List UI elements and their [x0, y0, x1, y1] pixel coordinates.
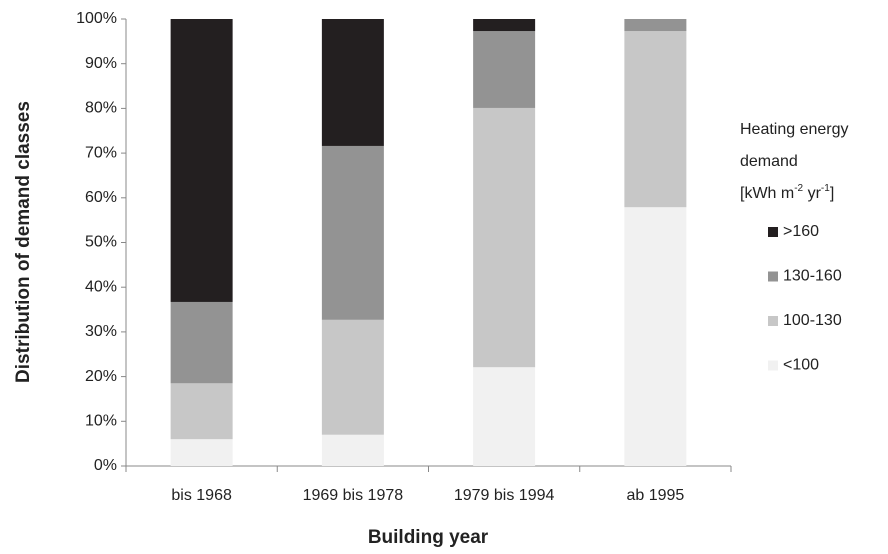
- legend-title: demand: [740, 153, 798, 170]
- legend-label: 130-160: [783, 268, 842, 285]
- bar-segment: [170, 19, 233, 302]
- legend-title-part: -1: [821, 183, 830, 194]
- legend-label: 100-130: [783, 312, 842, 329]
- bar-segment: [321, 145, 384, 320]
- y-tick-label: 70%: [85, 144, 117, 161]
- bar-segment: [624, 207, 687, 466]
- legend-swatch: [768, 360, 778, 371]
- legend-title-unit: [kWh m-2 yr-1]: [740, 183, 834, 203]
- bar-segment: [170, 301, 233, 384]
- bar-segment: [624, 31, 687, 208]
- y-tick-label: 10%: [85, 413, 117, 430]
- x-tick-label: bis 1968: [171, 487, 232, 504]
- x-axis-title: Building year: [368, 527, 489, 548]
- legend-title-part: -2: [794, 183, 803, 194]
- y-tick-label: 40%: [85, 278, 117, 295]
- y-tick-label: 60%: [85, 189, 117, 206]
- y-axis-title: Distribution of demand classes: [13, 101, 34, 383]
- bar-segment: [473, 19, 536, 32]
- legend-swatch: [768, 316, 778, 326]
- bar-segment: [321, 434, 384, 466]
- bar-segment: [473, 31, 536, 108]
- y-tick-label: 30%: [85, 323, 117, 340]
- bar-segment: [473, 107, 536, 368]
- legend-title-part: ]: [830, 185, 834, 202]
- x-tick-label: 1969 bis 1978: [303, 487, 404, 504]
- bar-segment: [624, 19, 687, 32]
- bar-segment: [170, 439, 233, 466]
- legend-label: <100: [783, 357, 819, 374]
- y-tick-label: 0%: [94, 457, 117, 474]
- y-tick-label: 100%: [76, 10, 117, 27]
- bar-segment: [321, 19, 384, 146]
- bar-segment: [170, 383, 233, 440]
- legend-label: >160: [783, 223, 819, 240]
- y-tick-label: 50%: [85, 234, 117, 251]
- legend-title-part: yr: [803, 185, 821, 202]
- bar-segment: [321, 319, 384, 435]
- legend-title: Heating energy: [740, 121, 849, 138]
- legend-swatch: [768, 227, 778, 237]
- y-tick-label: 20%: [85, 368, 117, 385]
- y-tick-label: 90%: [85, 55, 117, 72]
- y-tick-label: 80%: [85, 100, 117, 117]
- legend-swatch: [768, 271, 778, 282]
- legend-title-part: [kWh m: [740, 185, 794, 202]
- x-tick-label: 1979 bis 1994: [454, 487, 555, 504]
- bar-segment: [473, 367, 536, 466]
- x-tick-label: ab 1995: [626, 487, 684, 504]
